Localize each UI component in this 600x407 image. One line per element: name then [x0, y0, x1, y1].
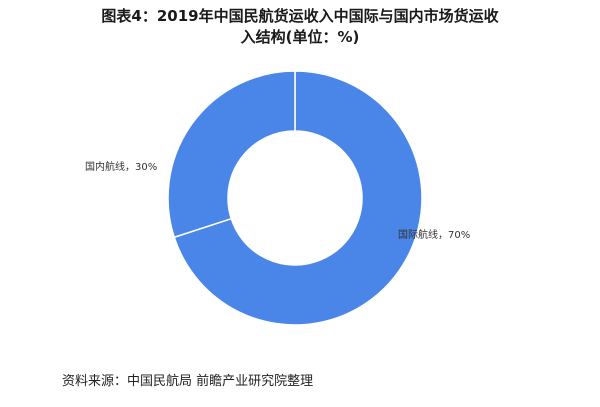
chart-title-line-2: 入结构(单位：%): [240, 28, 360, 46]
slice-domestic: [167, 70, 296, 239]
chart-title-line-1: 图表4：2019年中国民航货运收入中国际与国内市场货运收: [101, 7, 499, 25]
donut-labels: 国际航线，70% 国内航线，30%: [85, 160, 470, 241]
chart-title: 图表4：2019年中国民航货运收入中国际与国内市场货运收 入结构(单位：%): [40, 6, 560, 48]
slice-label-domestic: 国内航线，30%: [85, 160, 157, 173]
slice-international: [173, 70, 423, 326]
source-note: 资料来源：中国民航局 前瞻产业研究院整理: [62, 374, 314, 389]
slice-label-international: 国际航线，70%: [398, 228, 470, 241]
donut-slices: [167, 70, 423, 326]
